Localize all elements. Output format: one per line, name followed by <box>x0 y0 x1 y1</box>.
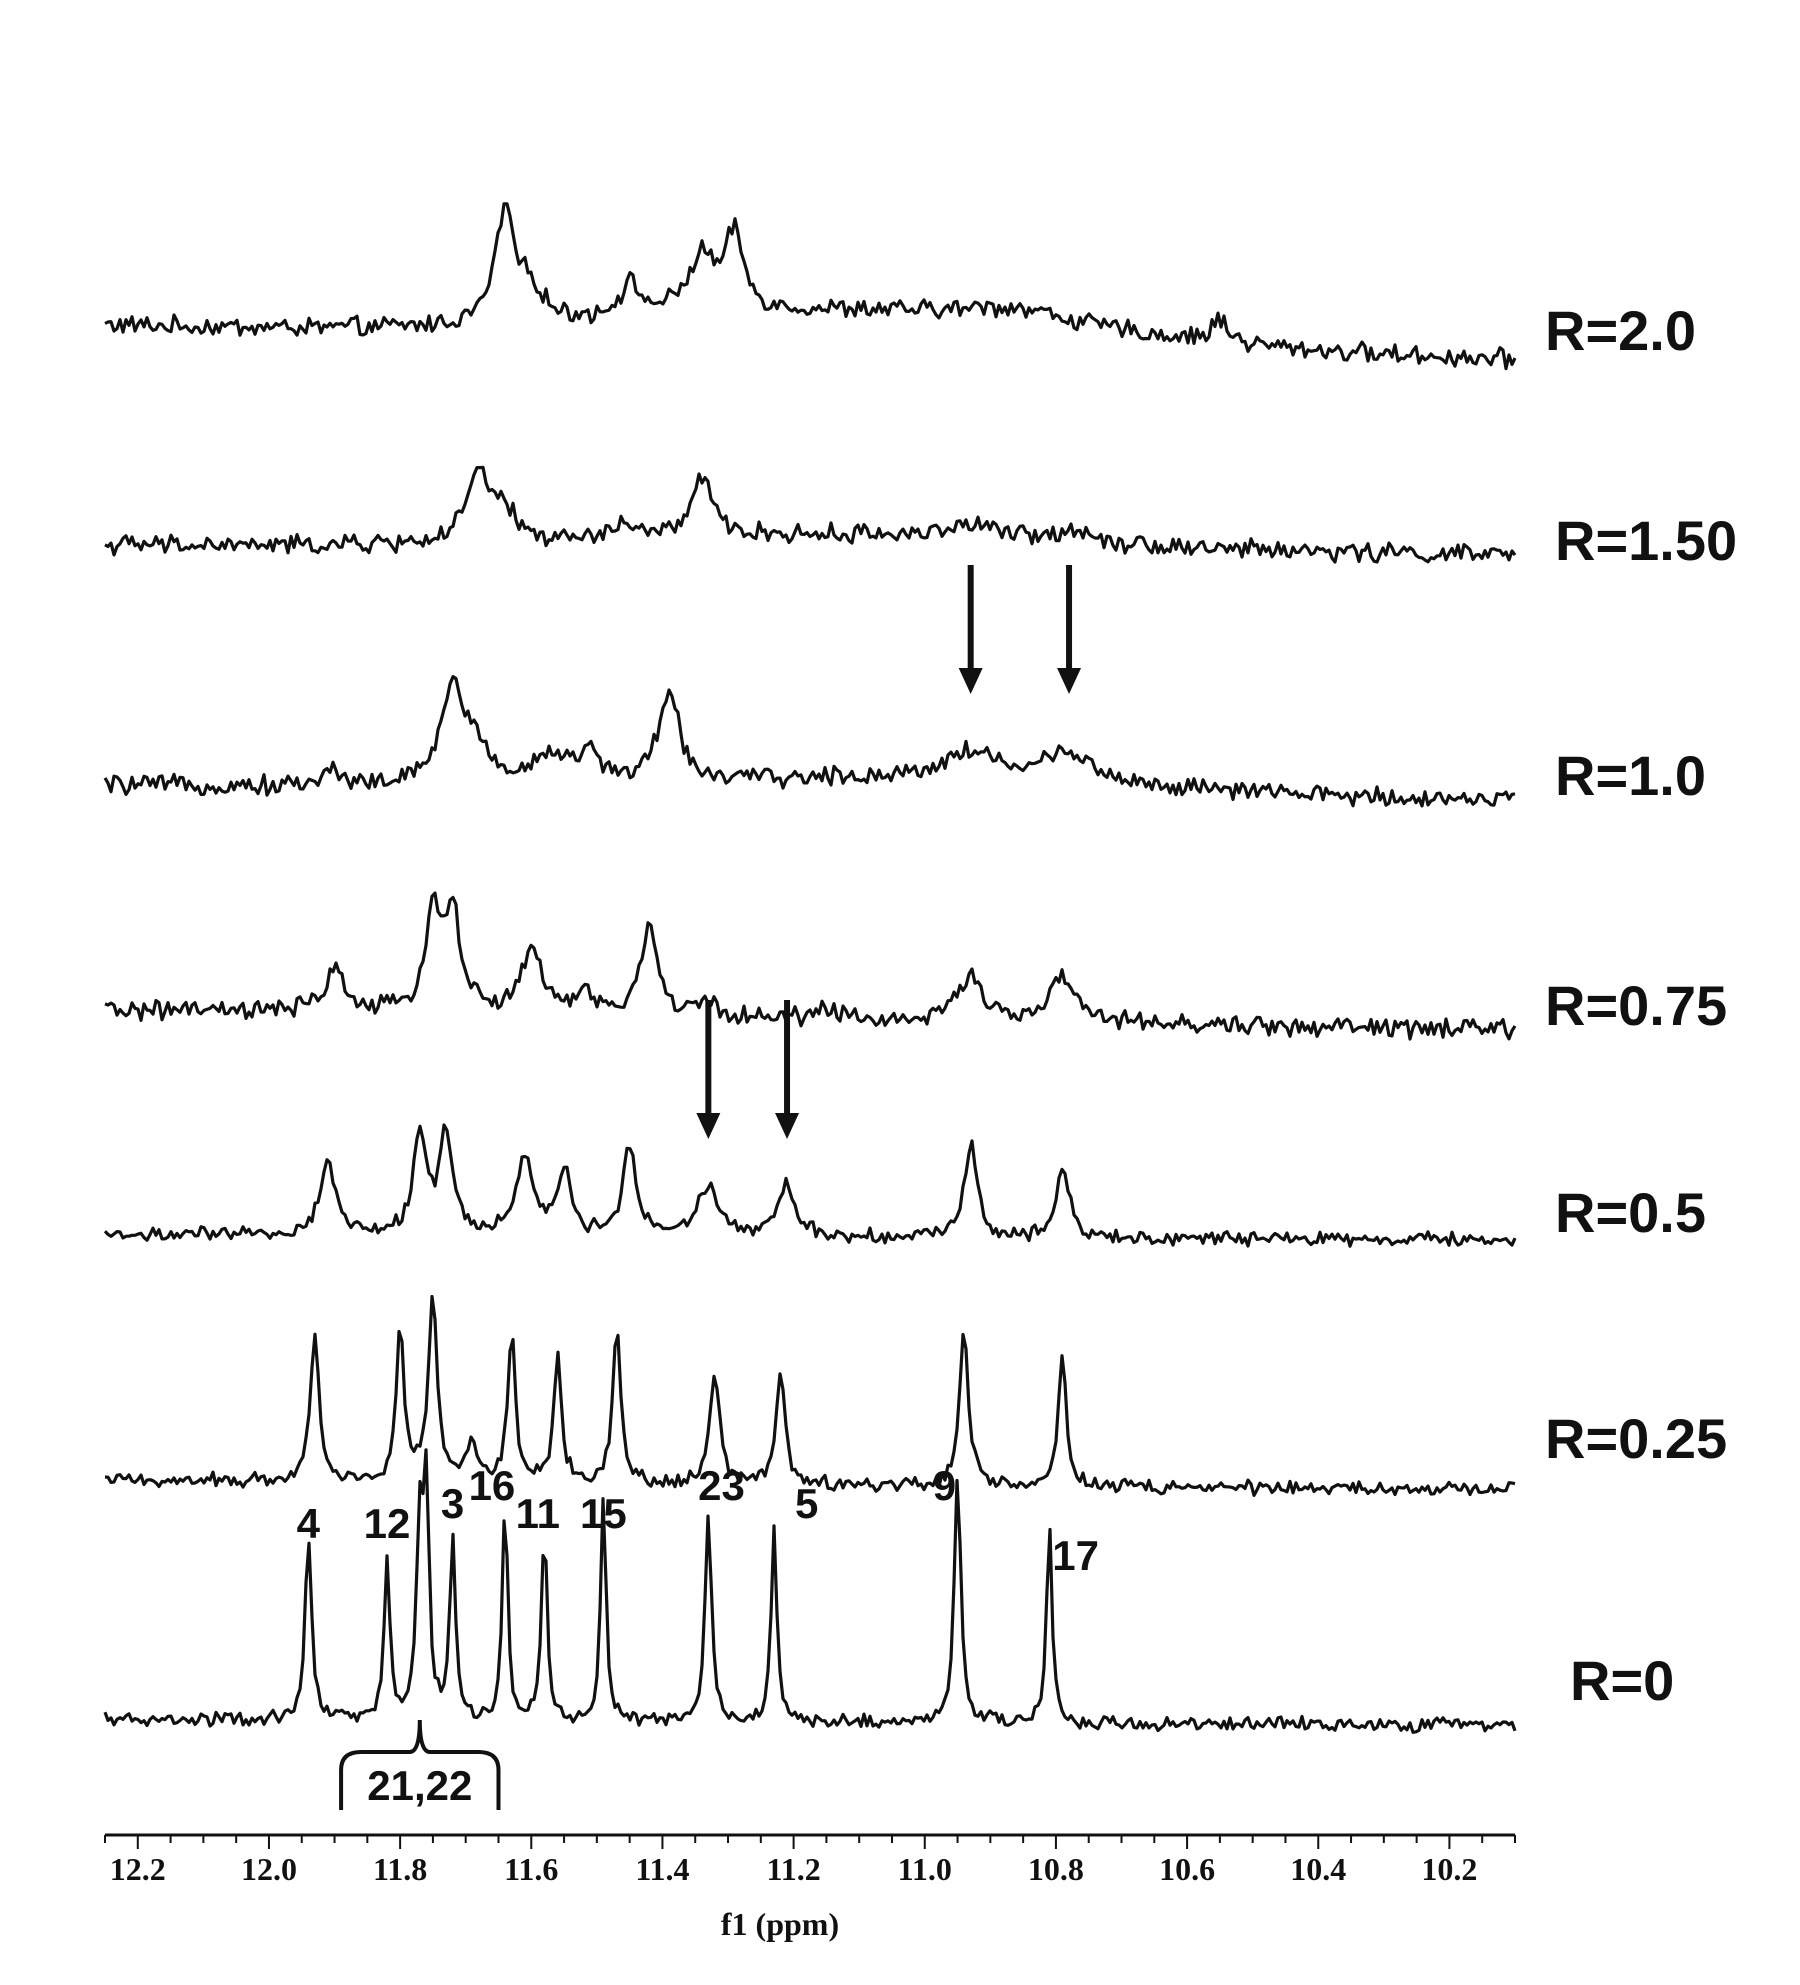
x-tick-label: 10.2 <box>1421 1851 1477 1887</box>
x-axis: 12.2 12.0 11.8 11.6 11.4 11.2 11.0 10.8 10.6 10.4… <box>104 1833 1516 1887</box>
spectrum-line-r-0-25 <box>104 1294 1516 1497</box>
peak-label: 15 <box>580 1490 627 1537</box>
x-axis-title: f1 (ppm) <box>721 1906 839 1942</box>
series-label: R=1.0 <box>1555 744 1706 807</box>
x-tick-label: 11.4 <box>635 1851 689 1887</box>
x-tick-label: 11.0 <box>898 1851 952 1887</box>
series-label: R=0.5 <box>1555 1181 1706 1244</box>
x-tick-label: 10.8 <box>1028 1851 1084 1887</box>
series-label: R=0.25 <box>1545 1407 1727 1470</box>
arrow-icon <box>1057 565 1082 694</box>
peak-label: 16 <box>469 1462 516 1509</box>
series-label: R=2.0 <box>1545 299 1696 362</box>
peak-label: 17 <box>1052 1532 1099 1579</box>
peak-label: 11 <box>516 1490 560 1537</box>
peak-label: 4 <box>297 1500 321 1547</box>
peak-label: 3 <box>441 1480 464 1527</box>
spectrum-line-r-2-0 <box>104 202 1517 371</box>
x-tick-label: 12.2 <box>110 1851 166 1887</box>
x-tick-label: 10.4 <box>1290 1851 1346 1887</box>
series-label: R=1.50 <box>1555 509 1737 572</box>
arrow-icon <box>775 1000 800 1139</box>
x-tick-label: 11.2 <box>766 1851 820 1887</box>
spectra-layer <box>103 202 1517 1734</box>
arrow-icon <box>696 1000 721 1139</box>
arrow-icon <box>958 565 983 694</box>
spectrum-line-r-0-75 <box>104 891 1517 1041</box>
x-tick-label: 11.8 <box>373 1851 427 1887</box>
peak-label: 23 <box>698 1462 745 1509</box>
bracket-label: 21,22 <box>367 1762 472 1809</box>
peak-label: 12 <box>364 1500 411 1547</box>
spectrum-line-r-0-5 <box>103 1123 1517 1248</box>
x-tick-label: 12.0 <box>241 1851 297 1887</box>
spectrum-line-r-1-50 <box>104 465 1517 564</box>
series-labels-layer: R=2.0 R=1.50 R=1.0 R=0.75 R=0.5 R=0.25 R=0 <box>1545 299 1737 1712</box>
spectrum-line-r-0 <box>103 1448 1517 1734</box>
x-tick-label: 11.6 <box>504 1851 558 1887</box>
peak-label: 9 <box>933 1462 956 1509</box>
series-label: R=0.75 <box>1545 974 1727 1037</box>
peak-label: 5 <box>795 1480 818 1527</box>
series-label: R=0 <box>1570 1649 1674 1712</box>
spectrum-line-r-1-0 <box>103 675 1516 808</box>
bracket-21-22 <box>339 1719 501 1810</box>
x-tick-label: 10.6 <box>1159 1851 1215 1887</box>
